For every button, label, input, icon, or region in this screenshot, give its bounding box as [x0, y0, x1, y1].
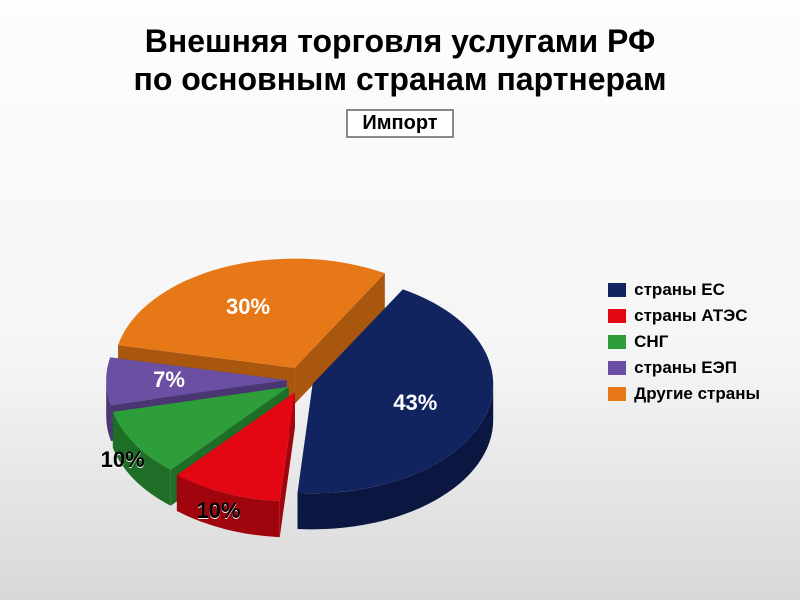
- title-line-1: Внешняя торговля услугами РФ: [145, 23, 656, 59]
- legend-label: СНГ: [634, 332, 668, 352]
- pie-svg: [60, 190, 540, 570]
- chart-subtitle: Импорт: [346, 109, 453, 138]
- legend-row: Другие страны: [608, 384, 760, 404]
- legend-row: страны АТЭС: [608, 306, 760, 326]
- legend-swatch: [608, 387, 626, 401]
- page-title: Внешняя торговля услугами РФ по основным…: [0, 0, 800, 105]
- legend-row: страны ЕС: [608, 280, 760, 300]
- legend-label: страны АТЭС: [634, 306, 747, 326]
- legend-row: страны ЕЭП: [608, 358, 760, 378]
- legend-swatch: [608, 335, 626, 349]
- pie-chart: 43%10%10%7%30%: [60, 190, 540, 570]
- legend-row: СНГ: [608, 332, 760, 352]
- legend-label: страны ЕС: [634, 280, 725, 300]
- title-line-2: по основным странам партнерам: [133, 61, 666, 97]
- legend-label: Другие страны: [634, 384, 760, 404]
- legend-label: страны ЕЭП: [634, 358, 737, 378]
- legend-swatch: [608, 361, 626, 375]
- legend-swatch: [608, 309, 626, 323]
- subtitle-wrap: Импорт: [0, 109, 800, 138]
- legend-swatch: [608, 283, 626, 297]
- legend: страны ЕС страны АТЭС СНГ страны ЕЭП Другие …: [608, 280, 760, 410]
